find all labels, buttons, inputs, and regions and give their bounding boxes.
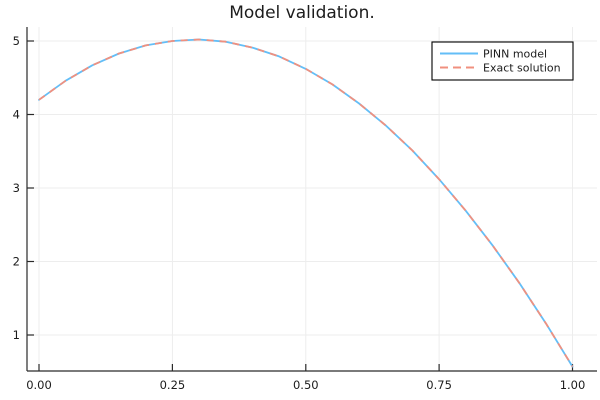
x-tick-marks [38,364,574,371]
y-tick-label: 5 [13,34,20,48]
legend: PINN model Exact solution [431,41,574,81]
y-tick-marks [27,40,34,336]
exact-solution-line [38,38,574,368]
legend-label-exact: Exact solution [483,62,561,75]
legend-label-pinn: PINN model [483,48,547,61]
y-tick-label: 2 [13,255,20,269]
x-tick-label: 0.25 [160,378,186,392]
legend-box [431,41,574,81]
y-tick-label: 4 [13,108,20,122]
y-tick-label: 1 [13,328,20,342]
x-tick-label: 0.00 [26,378,52,392]
chart-title: Model validation. [229,3,375,23]
x-tick-labels: 0.00 0.25 0.50 0.75 1.00 [26,378,585,392]
y-tick-label: 3 [13,181,20,195]
x-tick-label: 0.75 [426,378,452,392]
x-tick-label: 1.00 [560,378,586,392]
x-tick-label: 0.50 [293,378,319,392]
y-tick-labels: 1 2 3 4 5 [13,34,20,342]
grid-lines [27,27,597,371]
